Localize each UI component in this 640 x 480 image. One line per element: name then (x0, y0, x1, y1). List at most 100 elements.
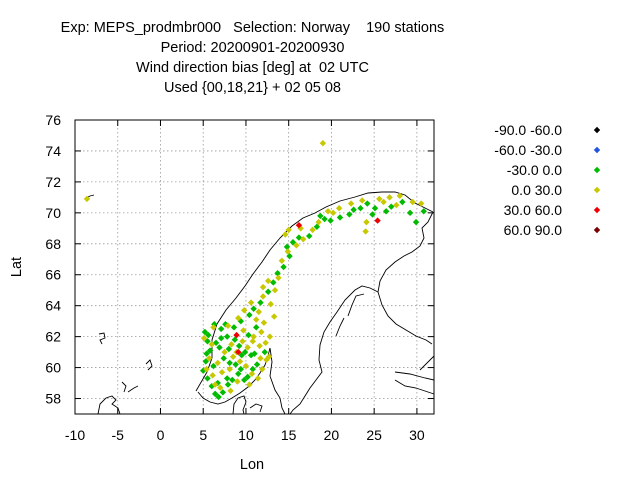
station-point (221, 348, 228, 356)
station-point (210, 324, 217, 331)
station-point (226, 365, 233, 373)
station-point (220, 355, 227, 362)
station-point (257, 355, 264, 362)
station-point (336, 214, 344, 221)
station-point (346, 211, 353, 218)
legend-label: -90.0 -60.0 (494, 122, 562, 138)
station-point (420, 208, 427, 215)
legend-label: -30.0 0.0 (507, 162, 562, 178)
station-point (259, 283, 267, 291)
station-point (396, 192, 404, 200)
station-point (321, 215, 328, 223)
station-point (246, 311, 253, 319)
station-point (324, 208, 332, 215)
station-point (234, 378, 241, 385)
station-point (235, 348, 242, 356)
station-point (241, 376, 248, 384)
station-point (266, 333, 274, 340)
station-point (369, 211, 376, 218)
station-point (83, 195, 91, 203)
station-point (236, 358, 244, 365)
axis-ticks: -10 -5 0 5 10 15 20 25 30 58 60 62 64 66 68 70 72 74 76 (45, 112, 434, 443)
station-point (244, 344, 251, 351)
station-point (262, 339, 269, 347)
station-point (380, 198, 387, 206)
station-point (246, 381, 253, 388)
station-point (202, 358, 209, 365)
station-points (83, 140, 427, 401)
station-point (265, 353, 273, 360)
x-tick-label: 10 (238, 427, 254, 443)
station-point (203, 350, 210, 357)
station-point (235, 314, 242, 322)
station-point (293, 242, 300, 249)
legend-label: 0.0 30.0 (511, 182, 562, 198)
station-point (214, 359, 221, 367)
station-point (217, 325, 225, 333)
station-point (205, 331, 212, 339)
station-point (223, 333, 231, 340)
station-point (239, 338, 246, 345)
station-point (218, 369, 226, 376)
station-point (309, 226, 316, 234)
station-point (393, 201, 400, 209)
station-point (388, 203, 395, 210)
station-point (210, 362, 217, 370)
title-line: Exp: MEPS_prodmbr000 Selection: Norway 1… (60, 20, 445, 36)
station-point (259, 293, 267, 300)
station-point (204, 338, 211, 345)
legend-label: -60.0 -30.0 (494, 142, 562, 158)
station-point (251, 350, 258, 357)
station-point (200, 334, 208, 342)
station-point (244, 373, 251, 381)
legend-label: 60.0 90.0 (504, 222, 563, 238)
legend-marker (593, 226, 601, 234)
station-point (226, 359, 233, 367)
station-point (235, 370, 242, 377)
station-point (282, 231, 289, 238)
station-point (233, 331, 240, 339)
station-point (261, 348, 268, 356)
station-point (242, 362, 250, 370)
station-point (249, 365, 256, 373)
station-point (224, 322, 232, 329)
station-point (225, 345, 233, 353)
station-point (204, 375, 211, 382)
legend-label: 30.0 60.0 (504, 202, 563, 218)
y-tick-label: 64 (45, 298, 61, 314)
legend-marker (593, 126, 601, 134)
station-point (250, 305, 257, 312)
station-point (211, 390, 219, 398)
station-point (409, 198, 416, 206)
station-point (399, 198, 406, 206)
station-point (227, 387, 234, 394)
x-tick-label: 0 (157, 427, 165, 443)
subtitle-used: Used {00,18,21} + 02 05 08 (164, 80, 341, 96)
grid (75, 120, 434, 414)
station-point (386, 194, 393, 201)
station-point (228, 341, 235, 348)
station-point (250, 333, 257, 340)
station-point (306, 232, 313, 240)
station-point (267, 300, 274, 308)
station-point (254, 375, 262, 382)
station-point (376, 195, 383, 203)
station-point (295, 222, 303, 229)
station-point (258, 328, 265, 336)
station-point (255, 308, 262, 316)
station-point (412, 218, 420, 226)
station-point (278, 257, 286, 265)
station-point (223, 375, 231, 382)
station-point (205, 355, 213, 362)
station-point (256, 342, 263, 350)
x-tick-label: 5 (199, 427, 207, 443)
station-point (264, 288, 272, 295)
y-tick-label: 58 (45, 391, 61, 407)
station-point (260, 319, 268, 326)
station-point (248, 370, 256, 377)
legend-marker (593, 146, 601, 154)
station-point (206, 347, 214, 354)
y-tick-label: 76 (45, 112, 61, 128)
station-point (371, 205, 379, 212)
station-point (257, 299, 264, 306)
